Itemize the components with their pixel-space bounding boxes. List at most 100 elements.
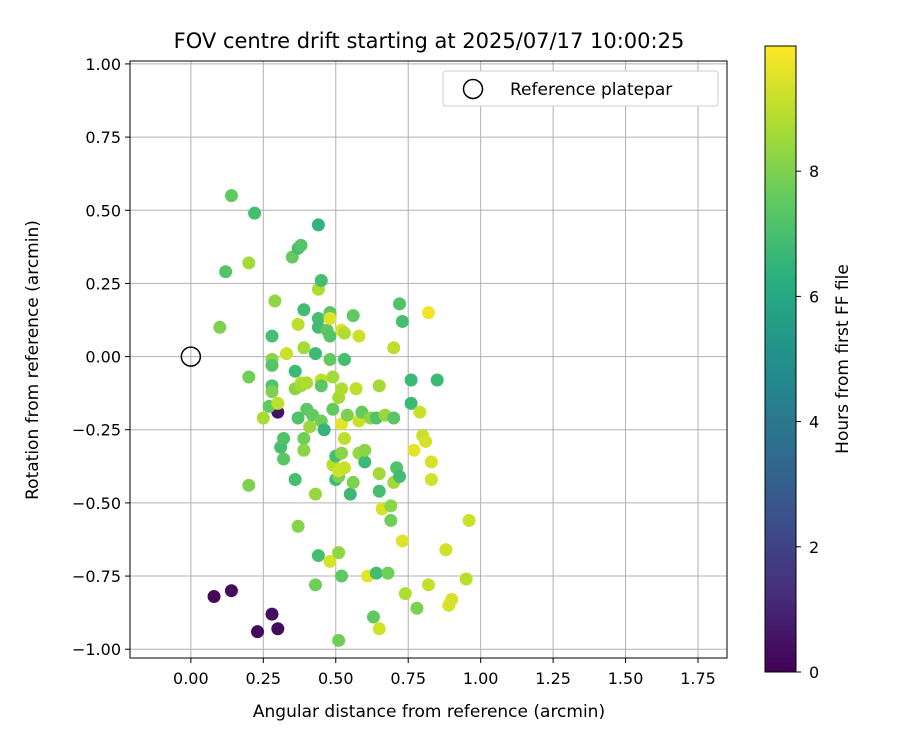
data-point: [224, 584, 238, 598]
data-point: [271, 396, 285, 410]
data-point: [335, 382, 349, 396]
data-point: [332, 633, 346, 647]
data-point: [288, 364, 302, 378]
y-axis-label: Rotation from reference (arcmin): [23, 220, 43, 500]
data-point: [422, 306, 435, 320]
data-point: [369, 566, 383, 580]
reference-platepar-marker: [180, 346, 202, 367]
data-point: [419, 434, 433, 448]
legend: Reference platepar: [442, 70, 719, 107]
data-point: [413, 405, 427, 419]
data-point: [395, 314, 409, 328]
data-point: [445, 592, 459, 606]
data-point: [311, 549, 325, 563]
legend-open-circle-marker: [462, 78, 484, 100]
x-tick-label: 1.00: [463, 669, 499, 688]
data-point: [343, 487, 357, 501]
data-point: [337, 353, 351, 366]
data-point: [314, 273, 328, 287]
plot-frame: [129, 60, 728, 659]
data-point: [404, 396, 418, 410]
data-point: [326, 370, 340, 384]
data-point: [297, 432, 311, 446]
data-point: [279, 347, 293, 361]
y-tick-label: 0.50: [85, 201, 121, 220]
data-point: [372, 467, 386, 481]
data-point: [366, 610, 380, 624]
data-point: [303, 420, 317, 434]
data-point: [346, 309, 360, 323]
data-point: [372, 622, 386, 636]
colorbar-label: Hours from first FF file: [833, 264, 853, 454]
data-point: [410, 601, 424, 615]
x-tick-label: 1.50: [608, 669, 644, 688]
data-point: [340, 408, 354, 422]
colorbar-tick-label: 6: [809, 287, 819, 306]
data-point: [265, 607, 279, 621]
data-point: [332, 546, 346, 560]
x-tick-label: 1.25: [535, 669, 571, 688]
data-point: [323, 329, 337, 343]
data-point: [308, 347, 322, 361]
data-point: [300, 376, 314, 390]
data-point: [326, 402, 340, 416]
data-point: [387, 411, 401, 425]
data-point: [242, 370, 256, 384]
y-axis-ticks: 1.00 0.75 0.50 0.25 0.00 −0.25 −0.50 −0.75 −1.00: [72, 55, 130, 659]
data-point: [323, 312, 337, 326]
data-point: [297, 443, 311, 457]
data-point: [291, 519, 305, 533]
data-point: [248, 206, 262, 220]
y-tick-label: −0.50: [72, 494, 121, 513]
data-point: [358, 455, 372, 469]
data-point: [224, 189, 238, 203]
data-point: [384, 513, 398, 527]
grid-lines: [130, 61, 727, 658]
data-point: [393, 470, 407, 484]
data-point: [265, 385, 279, 399]
data-point: [372, 379, 386, 393]
data-point: [337, 432, 351, 446]
data-point: [349, 382, 363, 396]
data-point: [393, 297, 407, 311]
chart-title: FOV centre drift starting at 2025/07/17 …: [174, 29, 685, 53]
data-point: [256, 411, 270, 425]
data-point: [314, 379, 328, 393]
data-point: [308, 487, 322, 501]
data-point: [381, 566, 395, 580]
data-point: [404, 373, 418, 387]
data-point: [337, 461, 351, 475]
y-tick-label: −0.75: [72, 567, 121, 586]
data-point: [271, 622, 285, 636]
data-point: [207, 590, 221, 604]
x-tick-label: 1.75: [680, 669, 716, 688]
y-tick-label: 0.75: [85, 128, 121, 147]
data-point: [384, 499, 398, 513]
data-point: [268, 294, 282, 308]
data-point: [251, 625, 265, 639]
data-point: [265, 329, 279, 343]
data-point: [291, 317, 305, 331]
data-point: [424, 472, 438, 486]
y-tick-label: 0.00: [85, 348, 121, 367]
data-point: [317, 423, 331, 437]
colorbar-tick-label: 0: [809, 663, 819, 682]
data-point: [323, 353, 337, 366]
y-tick-label: −1.00: [72, 640, 121, 659]
data-point: [213, 320, 227, 334]
data-point: [430, 373, 444, 387]
data-point: [424, 455, 438, 469]
data-point: [352, 329, 366, 343]
data-point: [335, 446, 349, 460]
x-tick-label: 0.75: [390, 669, 426, 688]
colorbar-tick-label: 4: [809, 413, 819, 432]
data-point: [346, 475, 360, 489]
x-tick-label: 0.00: [173, 669, 209, 688]
data-point: [277, 432, 291, 446]
data-point: [387, 341, 401, 355]
data-point: [398, 587, 412, 601]
data-point: [265, 358, 279, 372]
data-point: [288, 472, 302, 486]
data-point: [422, 578, 435, 592]
